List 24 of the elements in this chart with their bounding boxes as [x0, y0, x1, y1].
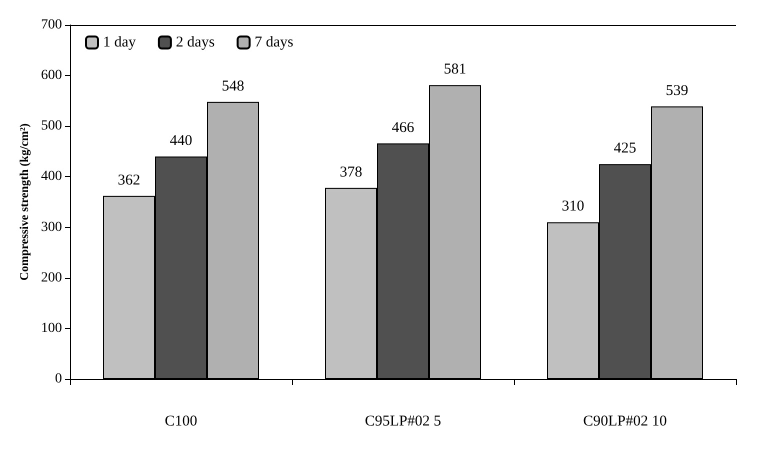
data-label: 466 — [392, 120, 415, 136]
data-label: 440 — [170, 132, 192, 149]
x-tick-label: C90LP#02 10 — [583, 414, 667, 430]
data-label: 539 — [666, 82, 688, 99]
legend-label: 7 days — [254, 34, 294, 50]
data-label: 581 — [444, 62, 466, 78]
y-tick-label: 0 — [55, 372, 62, 386]
x-tick-label: C100 — [164, 414, 198, 430]
x-tick-label: C95LP#02 5 — [364, 414, 442, 430]
data-label: 425 — [614, 140, 636, 157]
legend-label: 1 day — [103, 34, 136, 50]
data-label: 378 — [340, 164, 362, 180]
y-axis-title: Compressive strength (kg/cm²) — [17, 123, 31, 281]
data-label: 310 — [562, 198, 584, 215]
y-tick-label: 100 — [41, 320, 62, 336]
y-tick-label: 500 — [41, 118, 62, 134]
legend-label: 2 days — [176, 34, 215, 50]
y-tick-label: 600 — [41, 68, 62, 84]
data-label: 548 — [222, 78, 244, 94]
data-label: 362 — [118, 172, 140, 188]
y-tick-label: 700 — [41, 18, 62, 32]
y-tick-label: 400 — [41, 169, 62, 184]
y-tick-label: 200 — [41, 270, 62, 286]
y-tick-label: 300 — [41, 220, 62, 235]
